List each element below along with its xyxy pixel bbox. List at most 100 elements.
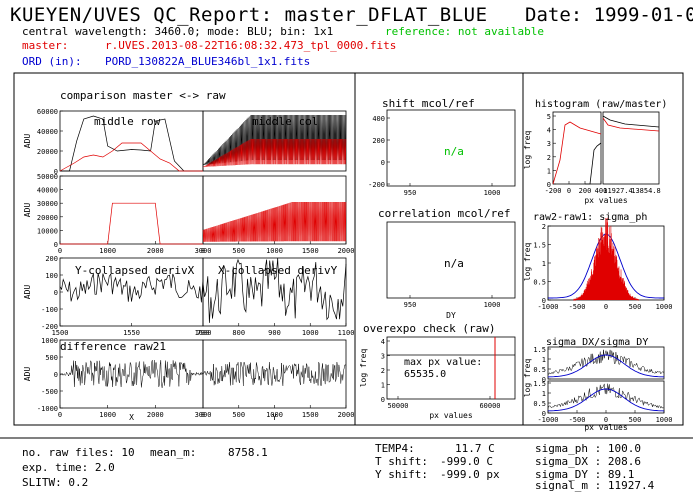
overexpo-xlabel: px values (429, 411, 473, 420)
diff-x-left-label: 1000 (99, 411, 116, 419)
sigma-dx-data-series (547, 349, 665, 375)
reference-note: reference: not available (385, 25, 544, 38)
ord-file: PORD_130822A_BLUE346bl_1x1.fits (105, 55, 311, 68)
over-y-label: 3 (381, 353, 385, 361)
outer-frame (13, 72, 684, 426)
raw21-x-label: -1000 (537, 303, 558, 311)
correlation-na: n/a (444, 257, 464, 270)
master-label: master: (22, 39, 69, 52)
sigdx-y-label: 1 (542, 356, 546, 364)
tshift-label: T shift: (375, 455, 428, 468)
histogram-right-plot (602, 111, 660, 185)
hist-y-label: 1 (547, 167, 551, 175)
comparison-title: comparison master <-> raw (60, 89, 226, 102)
middle-col-label: middle col (252, 115, 319, 128)
sigma-dx-plot (547, 346, 665, 380)
yshift-value: -999.0 px (440, 468, 500, 481)
diff-y-label: 500 (45, 354, 58, 362)
sig-ylabel: log freq (523, 359, 532, 398)
deriv-y-label: 100 (45, 272, 58, 280)
adu-label-1: ADU (23, 134, 32, 149)
raw21-data-series (573, 217, 640, 302)
deriv-x-right-label: 1100 (338, 329, 355, 337)
overexpo-title: overexpo check (raw) (363, 322, 496, 335)
cmp-bot-y-label: 40000 (37, 187, 58, 195)
deriv-y-label: -200 (41, 323, 58, 331)
shift-x-label: 950 (404, 189, 417, 197)
hist-x-left-label: -200 (545, 187, 562, 195)
diff-x-right-label: 0 (201, 411, 205, 419)
hist-x-left-label: 0 (567, 187, 571, 195)
sigma-dy-plot (547, 380, 665, 414)
deriv-x-right-label: 700 (197, 329, 210, 337)
yshift-label: Y shift: (375, 468, 428, 481)
hist-raw-series (585, 142, 602, 185)
shift-na: n/a (444, 145, 464, 158)
mean-value: 8758.1 (228, 446, 268, 459)
hist-right-master (602, 117, 660, 132)
diff-y-label: 1000 (41, 337, 58, 345)
adu-label-4: ADU (23, 367, 32, 382)
raw21-y-label: 1.5 (533, 242, 546, 250)
temp4-value: 11.7 C (455, 442, 495, 455)
over-x-label: 60000 (479, 402, 500, 410)
temp4-label: TEMP4: (375, 442, 415, 455)
raw21-y-label: 0 (542, 297, 546, 305)
cmp-x-left-label: 1000 (99, 247, 116, 255)
wavelength-line: central wavelength: 3460.0; mode: BLU; b… (22, 25, 334, 38)
histogram-title: histogram (raw/master) (535, 99, 668, 110)
xcollapsed-label: X-collapsed derivY (218, 264, 338, 277)
cmp-top-y-label: 40000 (37, 128, 58, 136)
over-x-label: 50000 (387, 402, 408, 410)
diff-y-axis-label: Y (272, 413, 277, 422)
sigma-dy: sigma_DY : 89.1 (535, 468, 635, 481)
max-px-label: max px value: (404, 357, 483, 368)
sigdy-y-label: 0 (542, 410, 546, 418)
cmp-x-left-label: 3000 (195, 247, 212, 255)
hist-master-series (552, 121, 602, 185)
deriv-y-label: -100 (41, 306, 58, 314)
hist-ylabel: log freq (523, 131, 532, 170)
cmp-x-right-label: 1000 (266, 247, 283, 255)
over-y-label: 2 (381, 367, 385, 375)
cmp-x-right-label: 0 (201, 247, 205, 255)
cmp-x-right-label: 2000 (338, 247, 355, 255)
diff-x-right-label: 1000 (266, 411, 283, 419)
cmp-top-y-label: 0 (54, 168, 58, 176)
mean-label: mean_m: (150, 446, 197, 459)
signal-m: signal_m : 11927.4 (535, 479, 655, 492)
middle-col-master-series (203, 138, 347, 168)
sig-x-label: 1000 (656, 416, 673, 424)
middle-col-raw-series (202, 114, 347, 166)
raw21-x-label: -500 (569, 303, 586, 311)
sigdy-y-label: 1 (542, 390, 546, 398)
cmp-bot-y-label: 0 (54, 241, 58, 249)
cmp-bot-y-label: 10000 (37, 227, 58, 235)
hist-y-label: 2 (547, 154, 551, 162)
cmp-top-y-label: 60000 (37, 108, 58, 116)
cmp-x-left-label: 2000 (147, 247, 164, 255)
exp-time: exp. time: 2.0 (22, 461, 115, 474)
diff-x-right-label: 500 (232, 411, 245, 419)
hist-x-right-label-1: 11927.4 (603, 187, 633, 195)
tshift-value: -999.0 C (440, 455, 493, 468)
raw21-x-label: 500 (629, 303, 642, 311)
diff-x-left-label: 0 (58, 411, 62, 419)
diff-x-left-label: 3000 (195, 411, 212, 419)
deriv-x-left-label: 1550 (123, 329, 140, 337)
sigdx-y-label: 0 (542, 376, 546, 384)
middle-row-label: middle row (94, 115, 161, 128)
histogram-left-plot (552, 111, 602, 185)
cmp-x-left-label: 0 (58, 247, 62, 255)
raw21-ylabel: log freq (523, 243, 532, 282)
xcollapsed-series (202, 258, 347, 323)
ycollapsed-label: Y-collapsed derivX (75, 264, 195, 277)
master-row-series (60, 202, 203, 245)
raw21-x-label: 1000 (656, 303, 673, 311)
cmp-bot-y-label: 20000 (37, 214, 58, 222)
over-y-label: 0 (381, 396, 385, 404)
sigdy-y-label: 1.5 (533, 380, 546, 388)
ord-label: ORD (in): (22, 55, 82, 68)
raw21-y-label: 0.5 (533, 279, 546, 287)
sig-x-label: 0 (604, 416, 608, 424)
